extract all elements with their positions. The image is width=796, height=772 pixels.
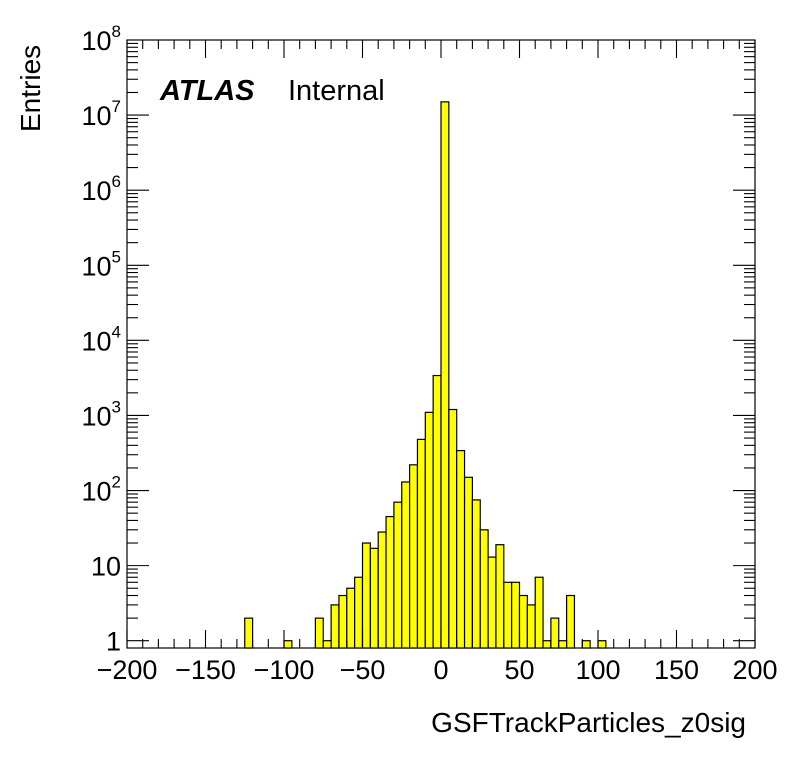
histogram-bin-19 <box>448 408 458 649</box>
y-tick-label: 104 <box>81 322 121 356</box>
histogram-bin-35 <box>581 640 591 649</box>
histogram-bin-24 <box>487 556 497 649</box>
histogram-bin-15 <box>416 438 426 649</box>
atlas-label: ATLAS <box>159 75 255 107</box>
histogram-bin-11 <box>385 515 395 649</box>
histogram-bin-22 <box>471 499 481 649</box>
histogram-bin-16 <box>424 411 434 649</box>
histogram-bin-2 <box>314 617 324 649</box>
histogram-bin-8 <box>361 542 371 649</box>
histogram-bin-21 <box>463 476 473 649</box>
x-tick-label: −50 <box>340 655 386 685</box>
histogram-bin-20 <box>456 450 466 649</box>
y-tick-label: 107 <box>81 97 121 131</box>
histogram-bin-12 <box>393 501 403 649</box>
histogram-bin-14 <box>409 464 419 649</box>
x-tick-label: −200 <box>97 655 158 685</box>
histogram-bin-27 <box>511 581 521 649</box>
internal-label: Internal <box>288 75 385 107</box>
x-tick-label: 100 <box>575 655 620 685</box>
histogram-bin-4 <box>330 604 340 649</box>
histogram-bin-17 <box>432 374 442 649</box>
y-tick-label: 106 <box>81 172 121 206</box>
histogram-bin-1 <box>283 640 293 649</box>
histogram-bin-3 <box>322 640 332 649</box>
histogram-bin-31 <box>542 640 552 649</box>
y-tick-label: 105 <box>81 247 121 281</box>
histogram-bin-10 <box>377 531 387 649</box>
histogram-bars <box>244 101 607 649</box>
y-tick-label: 1 <box>106 627 121 657</box>
histogram-bin-34 <box>565 594 576 649</box>
y-tick-labels: 1 10 102 103 104 105 106 107 108 <box>81 22 121 657</box>
x-tick-labels: −200 −150 −100 −50 0 50 100 150 200 <box>97 655 778 685</box>
axis-ticks <box>126 39 756 648</box>
histogram-bin-7 <box>354 576 364 649</box>
x-tick-label: 50 <box>504 655 534 685</box>
y-tick-label: 10 <box>91 552 121 582</box>
histogram-bin-18 <box>440 101 450 649</box>
histogram-bin-6 <box>346 587 356 649</box>
y-tick-label: 102 <box>81 473 121 507</box>
histogram-bin-0 <box>244 617 254 649</box>
histogram-bin-36 <box>597 640 607 649</box>
histogram-bin-25 <box>495 544 505 649</box>
x-tick-label: −150 <box>175 655 236 685</box>
histogram-bin-33 <box>558 640 568 649</box>
histogram-bin-13 <box>401 481 411 649</box>
histogram-bin-30 <box>534 576 544 649</box>
histogram-bin-29 <box>526 604 536 649</box>
histogram-bin-9 <box>369 547 379 649</box>
histogram-bin-26 <box>503 581 513 649</box>
y-axis-title: Entries <box>15 45 46 132</box>
y-tick-label: 108 <box>81 22 121 56</box>
histogram-bin-5 <box>338 594 348 649</box>
x-tick-label: −100 <box>254 655 315 685</box>
x-tick-label: 200 <box>732 655 777 685</box>
histogram-bin-28 <box>518 594 528 649</box>
x-tick-label: 0 <box>433 655 448 685</box>
y-tick-label: 103 <box>81 398 121 432</box>
histogram-bin-32 <box>550 617 560 649</box>
x-axis-title: GSFTrackParticles_z0sig <box>431 707 746 738</box>
x-tick-label: 150 <box>654 655 699 685</box>
histogram-bin-23 <box>479 529 489 649</box>
